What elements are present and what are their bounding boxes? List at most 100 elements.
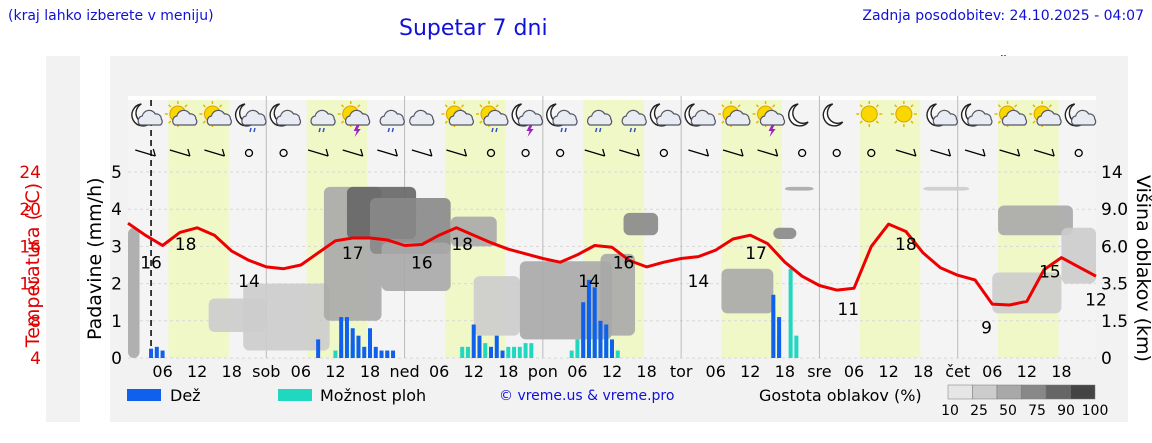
time-tick: 18: [775, 362, 795, 381]
cloud-height-tick: 14: [1101, 163, 1123, 183]
wind-barb-icon: [757, 148, 779, 157]
rain-tick: 1: [111, 312, 122, 332]
wind-calm-icon: [1074, 148, 1083, 158]
last-updated: Zadnja posodobitev: 24.10.2025 - 04:07: [862, 8, 1144, 24]
shower-bar: [460, 346, 465, 358]
wind-barb-icon: [377, 148, 398, 157]
temperature-label: 18: [895, 235, 917, 255]
wind-barb-icon: [411, 148, 433, 157]
rain-bar: [494, 335, 499, 358]
temperature-label: 17: [342, 244, 364, 264]
time-tick: 12: [1017, 362, 1037, 381]
shower-bar: [788, 268, 793, 358]
rain-tick: 3: [111, 237, 122, 257]
density-tick: 75: [1028, 403, 1046, 419]
density-swatch: [1070, 384, 1096, 400]
density-swatch: [1021, 384, 1047, 400]
moon-cloud-icon: [960, 103, 993, 127]
legend-rain-swatch: [127, 389, 161, 401]
time-tick: 06: [982, 362, 1002, 381]
wind-calm-icon: [659, 148, 669, 158]
sun-cloud-icon: [1029, 101, 1062, 127]
rain-bar: [350, 328, 355, 358]
temperature-label: 17: [745, 244, 767, 264]
sun-icon: [890, 101, 917, 127]
rain-bar: [771, 294, 776, 358]
shower-bar: [333, 350, 338, 358]
wind-barb-icon: [169, 148, 191, 157]
moon-cloud-drizzle-icon: [546, 103, 578, 133]
moon-cloud-icon: [926, 103, 958, 127]
moon-cloud-icon: [684, 103, 716, 127]
cloud-layer: [773, 227, 797, 239]
cloud-layer: [721, 268, 774, 314]
cloud-height-tick: 3.5: [1101, 275, 1128, 295]
rain-bar: [379, 350, 384, 358]
moon-icon: [822, 103, 844, 127]
rain-bar: [154, 346, 159, 358]
moon-cloud-storm-icon: [511, 103, 544, 137]
temperature-label: 18: [451, 235, 473, 255]
cloud-layer: [600, 253, 636, 336]
rain-bar: [356, 335, 361, 358]
time-tick: 06: [291, 362, 311, 381]
density-swatch: [947, 384, 973, 400]
credit-link[interactable]: © vreme.us & vreme.pro: [499, 388, 675, 404]
rain-bar: [777, 317, 782, 358]
wind-calm-icon: [555, 148, 565, 158]
shower-bar: [615, 350, 620, 358]
moon-cloud-icon: [269, 103, 302, 127]
cloud-layer: [992, 272, 1062, 314]
wind-barb-icon: [964, 148, 986, 157]
icon-strip-top: [128, 96, 1096, 100]
rain-bar: [368, 328, 372, 358]
wind-barb-icon: [135, 148, 156, 157]
temp-tick: 8: [30, 312, 41, 332]
wind-calm-icon: [486, 148, 496, 158]
moon-cloud-drizzle-icon: [234, 103, 267, 133]
time-tick: 12: [602, 362, 622, 381]
shower-bar: [483, 343, 488, 358]
moon-cloud-icon: [131, 103, 163, 127]
shower-bar: [523, 343, 528, 358]
time-tick: 06: [429, 362, 449, 381]
rain-tick: 2: [111, 275, 122, 295]
cloud-drizzle-icon: [621, 109, 647, 133]
time-tick: 12: [464, 362, 484, 381]
sun-cloud-drizzle-icon: [476, 101, 509, 133]
sun-cloud-icon: [994, 101, 1028, 127]
time-tick: čet: [945, 362, 970, 381]
wind-barb-icon: [895, 148, 917, 157]
temperature-label: 16: [613, 253, 635, 273]
wind-barb-icon: [342, 148, 364, 157]
cloud-drizzle-icon: [310, 109, 336, 133]
cloud-height-tick: 1.5: [1101, 312, 1128, 332]
temperature-label: 11: [837, 300, 859, 320]
time-tick: pon: [528, 362, 558, 381]
temperature-label: 16: [411, 253, 433, 273]
rain-bar: [581, 302, 586, 358]
cloud-height-tick: 0: [1101, 349, 1112, 369]
location-hint: (kraj lahko izberete v meniju): [8, 8, 214, 24]
time-tick: 06: [152, 362, 172, 381]
wind-barb-icon: [307, 148, 329, 157]
time-tick: 06: [567, 362, 587, 381]
sun-cloud-storm-icon: [337, 101, 371, 137]
cloud-drizzle-icon: [587, 109, 613, 133]
density-swatch: [1045, 384, 1071, 400]
left-axis-panel: [46, 56, 80, 422]
time-tick: 18: [360, 362, 380, 381]
temperature-line: [127, 221, 1097, 307]
sun-cloud-icon: [164, 101, 198, 127]
rain-bar: [373, 346, 378, 358]
cloud-drizzle-icon: [379, 109, 405, 133]
shower-bar: [575, 339, 580, 358]
density-tick: 10: [941, 403, 959, 419]
wind-barb-icon: [722, 148, 744, 157]
sun-cloud-icon: [199, 101, 232, 127]
time-tick: 18: [222, 362, 242, 381]
time-tick: 12: [187, 362, 207, 381]
shower-bar: [569, 350, 574, 358]
time-tick: 18: [498, 362, 518, 381]
temp-tick: 12: [19, 275, 41, 295]
